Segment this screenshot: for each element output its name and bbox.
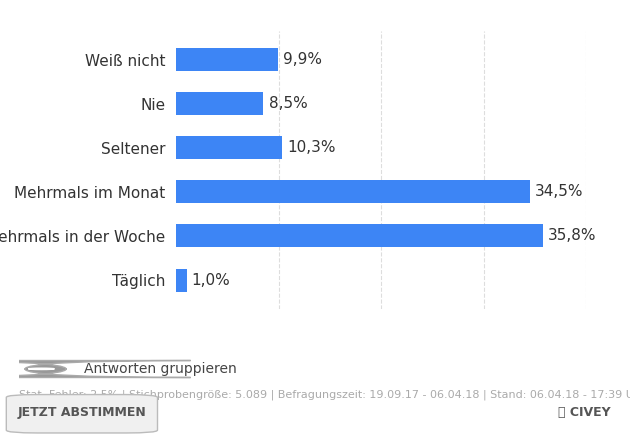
Bar	[176, 180, 530, 203]
Text: 8,5%: 8,5%	[268, 96, 307, 111]
Bar	[176, 224, 543, 247]
Bar	[176, 136, 282, 159]
Text: Antworten gruppieren: Antworten gruppieren	[84, 362, 237, 376]
FancyBboxPatch shape	[6, 395, 158, 433]
Text: 1,0%: 1,0%	[192, 273, 231, 288]
Text: 🔲 CIVEY: 🔲 CIVEY	[558, 406, 611, 419]
Bar	[176, 269, 186, 292]
Text: 35,8%: 35,8%	[548, 228, 597, 243]
Text: JETZT ABSTIMMEN: JETZT ABSTIMMEN	[18, 406, 146, 419]
Text: 10,3%: 10,3%	[287, 140, 335, 155]
Text: 34,5%: 34,5%	[535, 184, 583, 199]
Bar	[176, 48, 278, 71]
Bar	[176, 92, 263, 115]
Circle shape	[28, 368, 54, 370]
Text: Stat. Fehler: 2,5% | Stichprobengröße: 5.089 | Befragungszeit: 19.09.17 - 06.04.: Stat. Fehler: 2,5% | Stichprobengröße: 5…	[19, 389, 630, 400]
FancyBboxPatch shape	[0, 361, 191, 377]
Text: 9,9%: 9,9%	[283, 52, 322, 67]
